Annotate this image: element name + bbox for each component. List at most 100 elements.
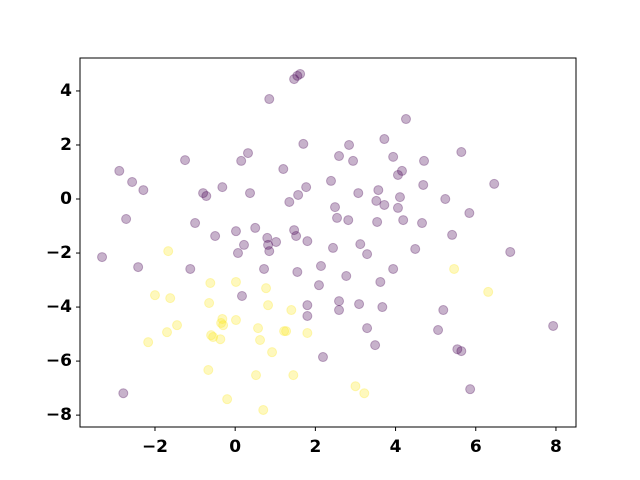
point xyxy=(271,236,282,247)
point xyxy=(236,290,247,301)
point xyxy=(371,195,382,206)
point xyxy=(418,179,429,190)
point xyxy=(341,270,352,281)
point xyxy=(456,346,467,357)
point xyxy=(262,232,273,243)
point xyxy=(208,332,219,343)
point xyxy=(377,302,388,313)
y-tick-label: −8 xyxy=(46,405,72,425)
point xyxy=(362,249,373,260)
point xyxy=(354,299,365,310)
point xyxy=(263,300,274,311)
point xyxy=(348,155,359,166)
point xyxy=(328,242,339,253)
y-tick-label: −6 xyxy=(46,351,72,371)
point xyxy=(438,305,449,316)
point xyxy=(419,155,430,166)
point xyxy=(292,266,303,277)
point xyxy=(264,246,275,257)
point xyxy=(410,243,421,254)
x-tick-label: 0 xyxy=(229,437,241,457)
x-tick-label: 2 xyxy=(309,437,321,457)
point xyxy=(447,229,458,240)
point xyxy=(343,215,354,226)
y-tick-label: 4 xyxy=(60,81,72,101)
point xyxy=(396,165,407,176)
point xyxy=(201,191,212,202)
point xyxy=(230,276,241,287)
point xyxy=(302,236,313,247)
point xyxy=(388,263,399,274)
point xyxy=(215,334,226,345)
point xyxy=(302,310,313,321)
point xyxy=(205,278,216,289)
point xyxy=(456,147,467,158)
point xyxy=(440,194,451,205)
point xyxy=(288,370,299,381)
point xyxy=(236,155,247,166)
point xyxy=(372,216,383,227)
point xyxy=(206,330,217,341)
point xyxy=(330,202,341,213)
point xyxy=(449,263,460,274)
point xyxy=(293,189,304,200)
point xyxy=(417,218,428,229)
point xyxy=(353,188,364,199)
point xyxy=(326,175,337,186)
point xyxy=(259,263,270,274)
point xyxy=(388,151,399,162)
point xyxy=(230,226,241,237)
point xyxy=(118,388,129,399)
y-tick-label: 2 xyxy=(60,135,72,155)
point xyxy=(315,261,326,272)
y-tick-label: 0 xyxy=(60,189,72,209)
point xyxy=(284,196,295,207)
point xyxy=(218,320,229,331)
point xyxy=(245,188,256,199)
point xyxy=(250,222,261,233)
point xyxy=(163,246,174,257)
point xyxy=(464,208,475,219)
point xyxy=(313,280,324,291)
point xyxy=(317,352,328,363)
point xyxy=(281,326,292,337)
x-tick-label: 8 xyxy=(550,437,562,457)
point xyxy=(483,286,494,297)
point xyxy=(264,94,275,105)
point xyxy=(127,176,138,187)
point xyxy=(452,344,463,355)
point xyxy=(190,218,201,229)
point xyxy=(359,388,370,399)
point xyxy=(204,298,215,309)
point xyxy=(355,239,366,250)
point xyxy=(334,296,345,307)
x-tick-label: 6 xyxy=(470,437,482,457)
point xyxy=(394,192,405,203)
point xyxy=(548,320,559,331)
point xyxy=(263,239,274,250)
point xyxy=(238,239,249,250)
point xyxy=(216,317,227,328)
point xyxy=(114,165,125,176)
point xyxy=(289,225,300,236)
point xyxy=(149,290,160,301)
point xyxy=(258,404,269,415)
point xyxy=(398,215,409,226)
point xyxy=(286,305,297,316)
point xyxy=(243,148,254,159)
point xyxy=(255,335,266,346)
point xyxy=(279,326,290,337)
point xyxy=(362,323,373,334)
point xyxy=(210,231,221,242)
point xyxy=(278,164,289,175)
point xyxy=(370,340,381,351)
point xyxy=(261,283,272,294)
point xyxy=(143,337,154,348)
y-tick-label: −2 xyxy=(46,243,72,263)
point xyxy=(292,70,303,81)
point xyxy=(291,231,302,242)
point xyxy=(332,212,343,223)
x-tick-label: 4 xyxy=(390,437,402,457)
point xyxy=(465,384,476,395)
